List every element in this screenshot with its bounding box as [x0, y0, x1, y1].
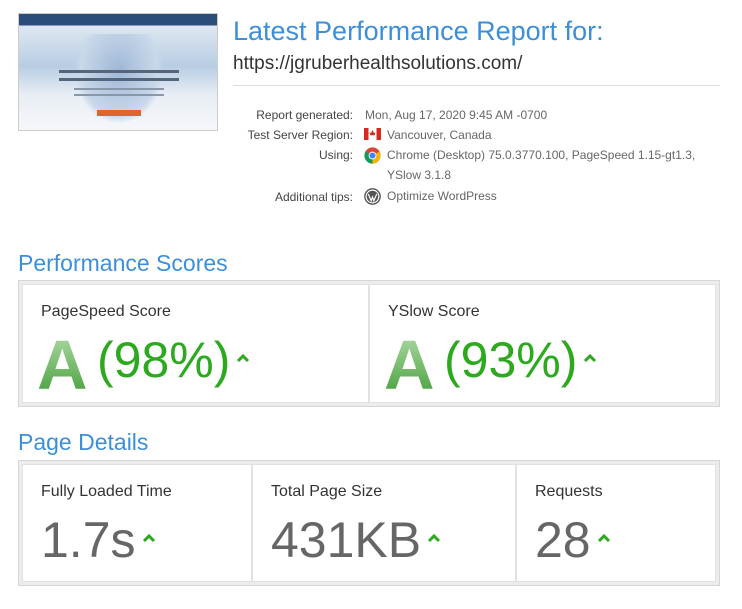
details-box: Fully Loaded Time 1.7s Total Page Size 4…: [18, 460, 720, 586]
detail-panel: Requests 28: [516, 464, 716, 582]
score-percent: (98%): [97, 332, 231, 388]
detail-label: Requests: [535, 483, 603, 500]
report-title: Latest Performance Report for:: [233, 16, 604, 46]
up-arrow: [142, 533, 155, 543]
up-arrow: [597, 533, 610, 543]
info-label: Report generated:: [256, 108, 353, 122]
chrome-icon: [364, 147, 381, 164]
section-title: Page Details: [18, 429, 149, 455]
section-title: Performance Scores: [18, 250, 228, 276]
info-label: Test Server Region:: [247, 128, 353, 142]
detail-label: Fully Loaded Time: [41, 483, 172, 500]
info-value: Chrome (Desktop) 75.0.3770.100, PageSpee…: [387, 148, 696, 182]
detail-value: 28: [535, 511, 611, 569]
detail-value: 431KB: [271, 511, 441, 569]
score-panel: PageSpeed Score A (98%): [22, 284, 369, 404]
wordpress-icon: [364, 188, 381, 205]
detail-number: 1.7s: [41, 512, 136, 568]
info-link[interactable]: Optimize WordPress: [387, 189, 497, 203]
detail-label: Total Page Size: [271, 483, 383, 500]
score-grade: A: [384, 326, 435, 404]
score-panel: YSlow Score A (93%): [369, 284, 716, 404]
flag-icon: [364, 128, 381, 140]
report-url[interactable]: https://jgruberhealthsolutions.com/: [233, 53, 523, 74]
score-value: (98%): [97, 331, 250, 389]
info-value: Mon, Aug 17, 2020 9:45 AM -0700: [365, 108, 548, 122]
detail-panel: Fully Loaded Time 1.7s: [22, 464, 252, 582]
up-arrow: [428, 533, 441, 543]
score-value: (93%): [444, 331, 597, 389]
info-label: Using:: [318, 148, 353, 162]
site-thumbnail: [18, 13, 218, 131]
score-label: YSlow Score: [388, 303, 480, 320]
info-value: Vancouver, Canada: [387, 128, 492, 142]
score-label: PageSpeed Score: [41, 303, 171, 320]
info-label: Additional tips:: [274, 190, 353, 204]
detail-value: 1.7s: [41, 511, 156, 569]
up-arrow: [584, 353, 597, 363]
detail-panel: Total Page Size 431KB: [252, 464, 516, 582]
up-arrow: [237, 353, 250, 363]
detail-number: 28: [535, 512, 591, 568]
score-grade: A: [37, 326, 88, 404]
scores-box: PageSpeed Score A (98%) YSlow Score A (9…: [18, 280, 720, 407]
score-percent: (93%): [444, 332, 578, 388]
detail-number: 431KB: [271, 512, 422, 568]
divider: [233, 85, 720, 86]
